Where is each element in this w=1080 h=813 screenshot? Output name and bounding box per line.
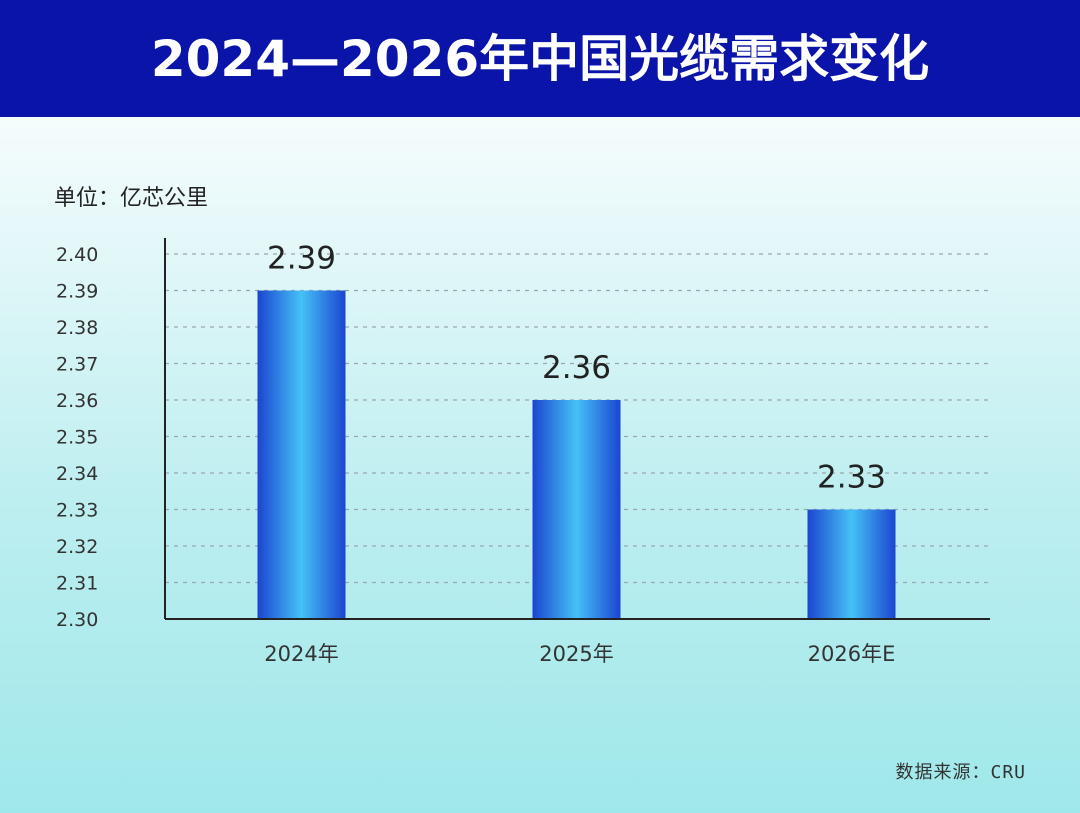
y-tick-label: 2.38 bbox=[56, 317, 98, 339]
data-label-1: 2.39 bbox=[267, 241, 336, 277]
source-label: 数据来源：CRU bbox=[895, 762, 1026, 783]
category-label-3: 2026年E bbox=[808, 642, 896, 666]
y-tick-label: 2.33 bbox=[56, 500, 98, 522]
chart-header-bar: 2024—2026年中国光缆需求变化 bbox=[0, 0, 1080, 117]
y-tick-label: 2.39 bbox=[56, 281, 98, 303]
data-labels: 2.39 2.36 2.33 bbox=[267, 241, 886, 496]
x-axis-categories: 2024年 2025年 2026年E bbox=[264, 642, 895, 666]
y-tick-label: 2.35 bbox=[56, 427, 98, 449]
bar-1 bbox=[257, 290, 346, 619]
bar-3 bbox=[807, 509, 896, 619]
y-tick-label: 2.37 bbox=[56, 354, 98, 376]
chart-title: 2024—2026年中国光缆需求变化 bbox=[150, 29, 930, 88]
bar-2 bbox=[532, 400, 621, 619]
data-label-2: 2.36 bbox=[542, 350, 611, 386]
y-tick-label: 2.31 bbox=[56, 573, 98, 595]
y-tick-label: 2.40 bbox=[56, 244, 98, 266]
bars bbox=[257, 290, 896, 619]
unit-label: 单位：亿芯公里 bbox=[54, 186, 209, 211]
y-tick-label: 2.34 bbox=[56, 463, 98, 485]
category-label-1: 2024年 bbox=[264, 642, 338, 666]
y-tick-label: 2.32 bbox=[56, 536, 98, 558]
category-label-2: 2025年 bbox=[539, 642, 613, 666]
y-tick-label: 2.36 bbox=[56, 390, 98, 412]
y-tick-label: 2.30 bbox=[56, 609, 98, 631]
data-label-3: 2.33 bbox=[817, 460, 886, 496]
y-axis-ticks: 2.30 2.31 2.32 2.33 2.34 2.35 2.36 2.37 2.38 2.39… bbox=[56, 244, 98, 631]
